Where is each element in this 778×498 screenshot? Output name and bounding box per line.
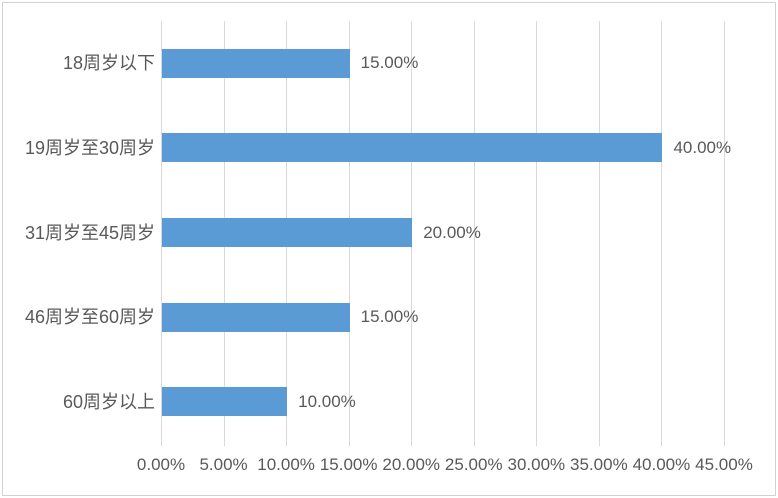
bar [162,302,350,332]
data-label: 20.00% [423,222,481,242]
x-axis-tick-label: 45.00% [695,455,753,474]
category-label: 60周岁以上 [62,391,155,412]
x-axis-tick-label: 40.00% [632,455,691,474]
bar [162,218,413,247]
x-axis-tick-label: 0.00% [136,455,186,474]
category-label: 31周岁至45周岁 [24,222,155,243]
gridline [473,21,475,446]
bar [162,48,350,78]
gridline [724,21,725,446]
x-axis-tick-label: 30.00% [507,455,566,474]
x-axis-tick-label: 5.00% [199,455,248,474]
x-axis-tick-label: 10.00% [257,455,315,474]
gridline [161,21,162,446]
category-label: 19周岁至30周岁 [24,137,155,158]
data-label: 15.00% [360,53,419,73]
gridline [661,21,663,446]
category-axis: 18周岁以下 19周岁至30周岁 31周岁至45周岁 46周岁至60周岁 60周岁以上 [3,3,775,495]
category-label: 46周岁至60周岁 [24,307,155,328]
x-axis-tick-label: 15.00% [319,455,378,474]
x-axis-tick-label: 25.00% [444,455,503,474]
bar [162,387,288,417]
x-axis-tick-label: 20.00% [382,455,441,474]
gridline [598,21,600,446]
gridline [536,21,538,446]
data-label: 40.00% [673,137,732,157]
category-label: 18周岁以下 [62,53,155,74]
bar [162,133,663,163]
value-axis: 0.00% 5.00% 10.00% 15.00% 20.00% 25.00% 30.00%… [3,3,775,495]
data-label: 15.00% [360,307,419,327]
bars-layer: 15.00% 40.00% 20.00% 15.00% 10.00% [3,3,775,495]
data-label: 10.00% [298,391,356,411]
x-axis-tick-label: 35.00% [570,455,628,474]
